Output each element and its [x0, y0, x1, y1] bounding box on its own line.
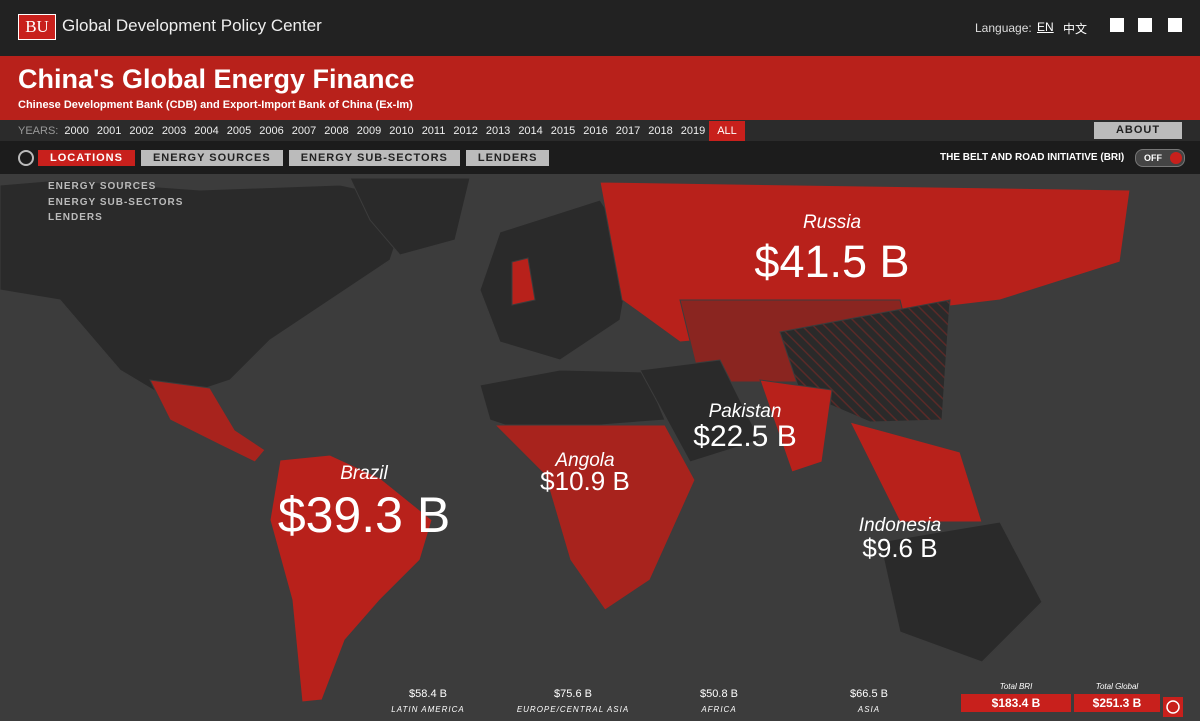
- year-option[interactable]: 2001: [96, 124, 122, 137]
- country-name: Indonesia: [858, 515, 942, 536]
- dropdown-item[interactable]: LENDERS: [48, 212, 103, 223]
- total-amount: $251.3 B: [1074, 694, 1160, 712]
- tab[interactable]: LOCATIONS: [38, 150, 135, 166]
- australia: [879, 521, 1043, 663]
- region-amount: $66.5 B: [850, 688, 888, 700]
- org-name[interactable]: Global Development Policy Center: [62, 16, 322, 35]
- region-amount: $50.8 B: [700, 688, 738, 700]
- country-name: Angola: [555, 450, 615, 471]
- middle-east: [639, 359, 761, 463]
- year-option[interactable]: 2003: [161, 124, 187, 137]
- country-amount: $10.9 B: [540, 466, 630, 496]
- year-bar: [0, 120, 1200, 141]
- year-option[interactable]: 2010: [389, 124, 414, 137]
- subtitle: Chinese Development Bank (CDB) and Expor…: [18, 99, 413, 111]
- facebook-icon[interactable]: [1110, 18, 1124, 32]
- dropdown-item[interactable]: ENERGY SOURCES: [48, 181, 157, 192]
- north-america: [0, 179, 411, 401]
- language-option[interactable]: EN: [1037, 20, 1054, 34]
- india: [759, 379, 833, 473]
- africa: [493, 424, 696, 611]
- language-label: Language:: [975, 21, 1032, 35]
- country-amount: $39.3 B: [277, 487, 451, 543]
- region-name: EUROPE/CENTRAL ASIA: [516, 705, 630, 714]
- dropdown-item[interactable]: ENERGY SUB-SECTORS: [48, 196, 184, 208]
- language-option[interactable]: 中文: [1063, 22, 1088, 36]
- uk: [511, 257, 536, 306]
- top-bar: [0, 0, 1200, 56]
- google-icon[interactable]: [1168, 18, 1182, 32]
- title: China's Global Energy Finance: [18, 64, 415, 94]
- region-amount: $58.4 B: [409, 688, 447, 700]
- toggle-text: OFF: [1144, 153, 1162, 163]
- year-option[interactable]: 2002: [129, 124, 154, 137]
- total: Total Global $251.3 B: [1074, 682, 1160, 712]
- north-africa: [479, 369, 666, 431]
- total-amount: $183.4 B: [961, 694, 1071, 712]
- tab[interactable]: ENERGY SOURCES: [140, 150, 283, 166]
- tab[interactable]: ENERGY SUB-SECTORS: [288, 150, 460, 166]
- year-option[interactable]: 2006: [259, 124, 284, 137]
- region: $50.8 B AFRICA: [649, 688, 789, 714]
- bri-label: THE BELT AND ROAD INITIATIVE (BRI): [940, 152, 1125, 163]
- year-option[interactable]: 2012: [453, 124, 478, 137]
- country-name: Pakistan: [708, 401, 782, 422]
- toggle-knob: [1170, 152, 1182, 164]
- region-name: LATIN AMERICA: [391, 705, 465, 714]
- total-label: Total Global: [1095, 682, 1139, 691]
- country-amount: $22.5 B: [693, 420, 797, 453]
- world-map: [0, 177, 1131, 703]
- banner: [0, 56, 1200, 120]
- total: Total BRI $183.4 B: [961, 682, 1071, 712]
- year-option[interactable]: 2004: [194, 124, 219, 137]
- year-option[interactable]: 2019: [680, 124, 706, 137]
- total-label: Total BRI: [999, 682, 1033, 691]
- southeast-asia: [849, 421, 983, 523]
- greenland: [349, 177, 471, 256]
- year-option[interactable]: 2008: [324, 124, 349, 137]
- year-option[interactable]: ALL: [709, 120, 745, 141]
- country-name: Russia: [802, 212, 862, 233]
- logo[interactable]: BU: [18, 14, 56, 40]
- globe-icon[interactable]: [17, 149, 35, 167]
- year-option[interactable]: 2018: [648, 124, 673, 137]
- region-name: ASIA: [857, 705, 881, 714]
- year-option[interactable]: 2013: [485, 124, 511, 137]
- country-amount: $41.5 B: [754, 236, 910, 287]
- year-option[interactable]: 2009: [356, 124, 382, 137]
- year-option[interactable]: 2000: [64, 124, 89, 137]
- region: $66.5 B ASIA: [799, 688, 939, 714]
- country-amount: $9.6 B: [862, 533, 938, 563]
- year-option[interactable]: 2011: [421, 124, 446, 137]
- twitter-icon[interactable]: [1138, 18, 1152, 32]
- year-option[interactable]: 2014: [518, 124, 543, 137]
- region: $75.6 B EUROPE/CENTRAL ASIA: [503, 688, 643, 714]
- year-option[interactable]: 2005: [226, 124, 252, 137]
- tabs: LOCATIONS ENERGY SOURCES ENERGY SUB-SECTOR…: [38, 150, 550, 166]
- year-selector: YEARS: 2000 2001 2002 2003 2004 2005 2006 2007 20…: [18, 120, 745, 141]
- year-option[interactable]: 2007: [291, 124, 317, 137]
- central-america: [149, 379, 266, 463]
- years-label: YEARS:: [18, 124, 59, 137]
- tab[interactable]: LENDERS: [465, 150, 550, 166]
- year-option[interactable]: 2016: [583, 124, 608, 137]
- country-name: Brazil: [340, 463, 388, 484]
- region: $58.4 B LATIN AMERICA: [358, 688, 498, 714]
- dropdown: ENERGY SOURCES ENERGY SUB-SECTORS LENDERS: [48, 179, 183, 226]
- year-option[interactable]: 2015: [550, 124, 576, 137]
- region-amount: $75.6 B: [554, 688, 592, 700]
- south-america: [269, 454, 433, 703]
- about-button[interactable]: ABOUT: [1094, 122, 1182, 139]
- year-option[interactable]: 2017: [615, 124, 641, 137]
- region-name: AFRICA: [701, 705, 737, 714]
- social-icons: [1110, 18, 1182, 32]
- bri-toggle[interactable]: OFF: [1135, 149, 1185, 167]
- globe-button[interactable]: [1163, 697, 1183, 717]
